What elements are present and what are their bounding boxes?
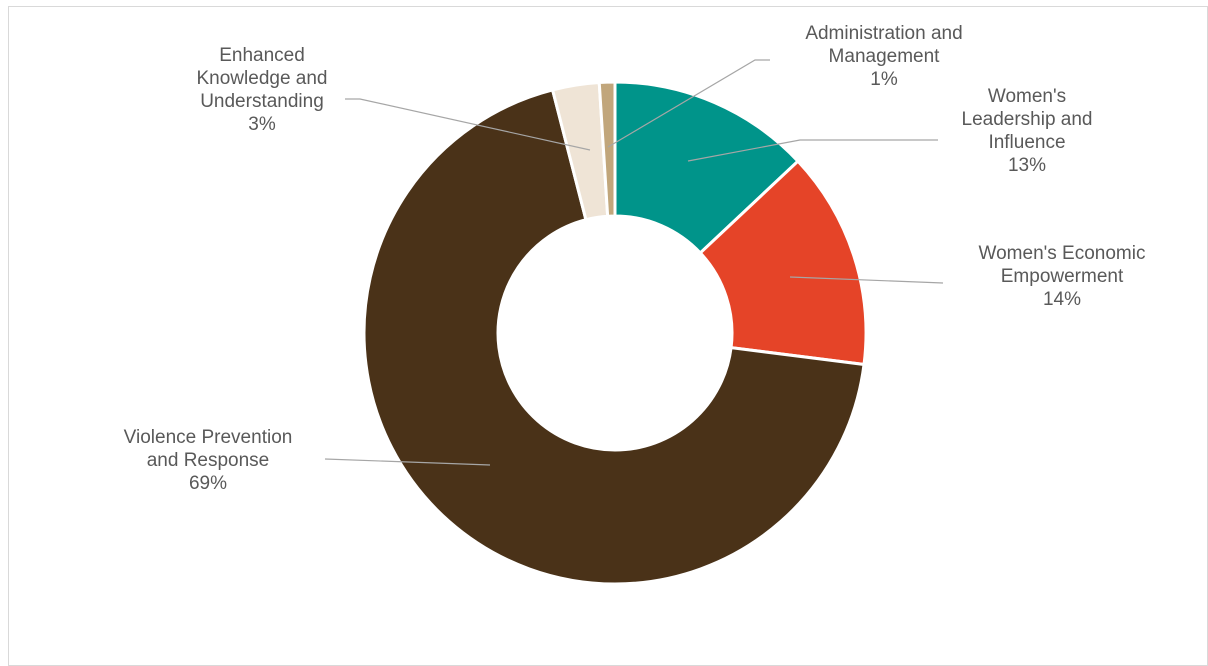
data-label-line: Violence Prevention xyxy=(124,427,293,448)
data-label-5: Administration and Management 1% xyxy=(805,23,962,90)
data-label-3: Violence Prevention and Response 69% xyxy=(124,427,293,494)
data-labels: Women's Leadership and Influence 13%Women's… xyxy=(124,23,1146,494)
leader-line-3 xyxy=(324,458,491,466)
data-label-line: 13% xyxy=(1008,155,1046,176)
data-label-line: Women's Economic xyxy=(979,243,1146,264)
leader-line-1 xyxy=(687,139,938,162)
slice-2 xyxy=(698,159,868,367)
leader-lines xyxy=(324,59,944,466)
leader-line-2 xyxy=(789,276,944,284)
data-label-line: Women's xyxy=(988,86,1066,107)
data-label-line: Enhanced xyxy=(219,45,305,66)
slice-1 xyxy=(613,80,801,256)
chart-slices xyxy=(362,80,868,586)
data-label-line: and Response xyxy=(147,450,270,471)
data-label-line: Knowledge and xyxy=(197,68,328,89)
data-label-line: Understanding xyxy=(200,91,324,112)
data-label-2: Women's Economic Empowerment 14% xyxy=(979,243,1146,310)
data-label-line: Influence xyxy=(988,132,1065,153)
data-label-line: Leadership and xyxy=(962,109,1093,130)
data-label-line: 69% xyxy=(189,473,227,494)
data-label-4: Enhanced Knowledge and Understanding 3% xyxy=(197,45,328,135)
data-label-line: Empowerment xyxy=(1001,266,1124,287)
data-label-line: 1% xyxy=(870,69,898,90)
data-label-line: 14% xyxy=(1043,289,1081,310)
data-label-line: Administration and xyxy=(805,23,962,44)
data-label-line: Management xyxy=(829,46,941,67)
slice-3 xyxy=(362,88,866,586)
leader-line-5 xyxy=(607,59,770,148)
data-label-line: 3% xyxy=(248,114,276,135)
slice-5 xyxy=(597,80,617,218)
leader-line-4 xyxy=(345,98,591,151)
data-label-1: Women's Leadership and Influence 13% xyxy=(962,86,1093,176)
